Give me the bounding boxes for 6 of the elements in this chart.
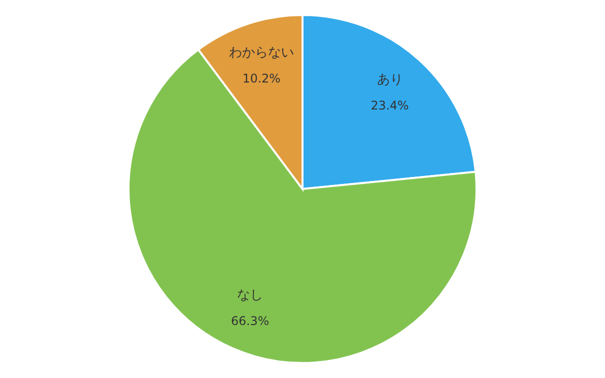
slice-label: なし	[237, 288, 264, 303]
slice-label: わからない	[229, 46, 294, 61]
data-label: 66.3%	[231, 314, 270, 328]
data-label: 10.2%	[242, 72, 281, 86]
slice-label: あり	[376, 72, 403, 88]
data-label: 23.4%	[370, 98, 409, 113]
